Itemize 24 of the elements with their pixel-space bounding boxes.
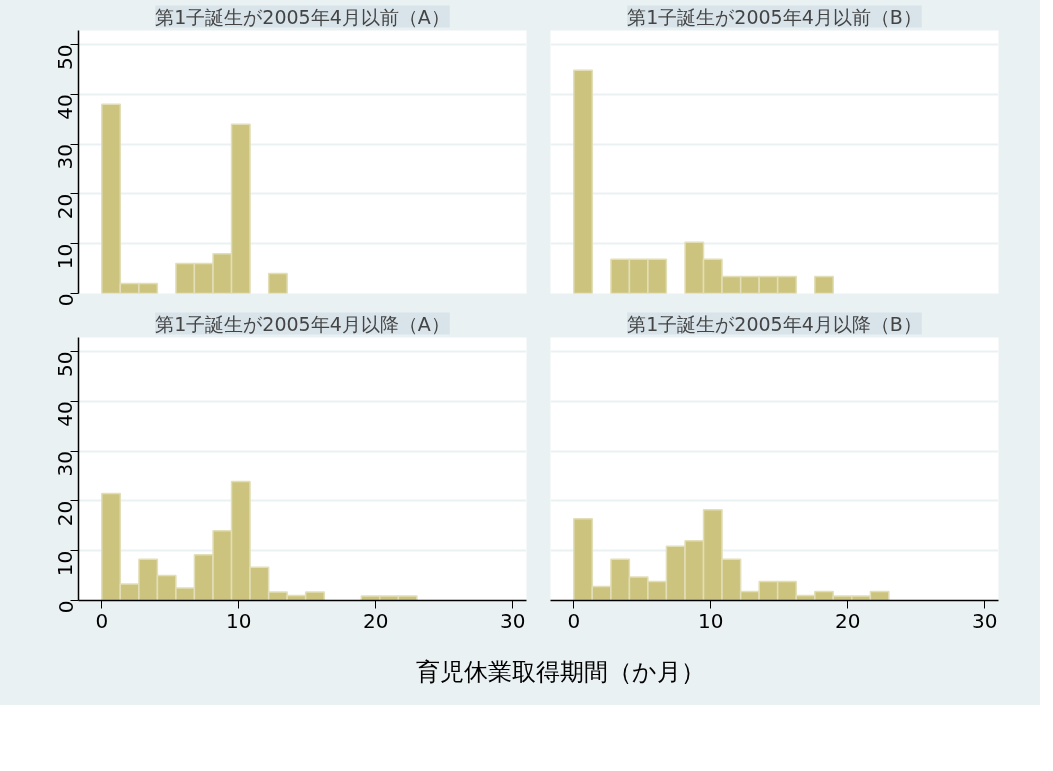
y-tick-label: 40 bbox=[53, 401, 78, 427]
chart-title: 第1子誕生が2005年4月以前（B） bbox=[627, 5, 922, 28]
x-tick-label: 30 bbox=[972, 608, 998, 633]
chart-title: 第1子誕生が2005年4月以降（B） bbox=[627, 312, 922, 335]
x-tick-label: 20 bbox=[835, 608, 861, 633]
y-tick-label: 50 bbox=[53, 44, 78, 70]
y-tick-label: 30 bbox=[53, 451, 78, 477]
y-tick-label: 20 bbox=[53, 500, 78, 527]
y-tick-label: 50 bbox=[53, 351, 78, 377]
x-tick-label: 10 bbox=[698, 608, 724, 633]
x-tick-label: 0 bbox=[567, 608, 581, 633]
x-axis-title: 育児休業取得期間（か月） bbox=[415, 657, 705, 688]
y-tick-label: 10 bbox=[53, 550, 78, 577]
chart-title: 第1子誕生が2005年4月以降（A） bbox=[155, 312, 450, 335]
chart-title: 第1子誕生が2005年4月以前（A） bbox=[155, 5, 450, 28]
x-tick-label: 0 bbox=[95, 608, 109, 633]
y-tick-label: 0 bbox=[53, 293, 78, 307]
y-tick-label: 30 bbox=[53, 144, 78, 170]
x-tick-label: 20 bbox=[363, 608, 389, 633]
x-tick-label: 30 bbox=[500, 608, 526, 633]
y-tick-label: 10 bbox=[53, 243, 78, 270]
y-tick-label: 40 bbox=[53, 94, 78, 120]
x-tick-label: 10 bbox=[226, 608, 252, 633]
y-tick-label: 20 bbox=[53, 193, 78, 220]
